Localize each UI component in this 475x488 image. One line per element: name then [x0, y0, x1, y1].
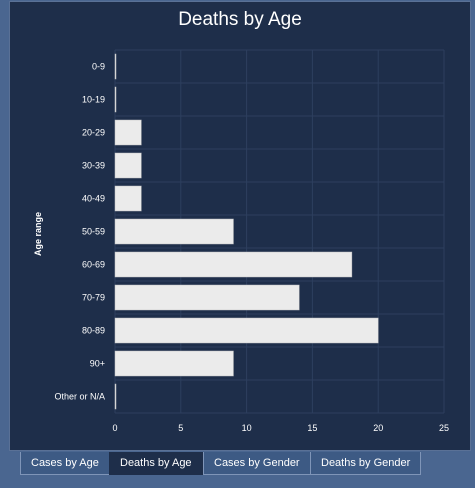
- tab-deaths-by-gender[interactable]: Deaths by Gender: [310, 452, 422, 475]
- bar-60-69: [114, 251, 353, 278]
- y-tick-label: 40-49: [82, 194, 105, 204]
- y-tick-label: 50-59: [82, 227, 105, 237]
- bar-90-: [114, 350, 234, 377]
- x-tick-label: 25: [439, 423, 449, 433]
- y-axis-label: Age range: [33, 212, 43, 256]
- bar-80-89: [114, 317, 379, 344]
- bar-70-79: [114, 284, 300, 311]
- y-tick-label: 0-9: [92, 62, 105, 72]
- bar-40-49: [114, 185, 142, 212]
- bar-50-59: [114, 218, 234, 245]
- y-tick-label: Other or N/A: [54, 392, 105, 402]
- y-tick-label: 90+: [90, 359, 105, 369]
- bar-0-9: [114, 53, 117, 80]
- tab-bar: Cases by Age Deaths by Age Cases by Gend…: [9, 451, 471, 488]
- bar-30-39: [114, 152, 142, 179]
- chart-panel: Deaths by Age 0-9 10-19 20-29 30-39 40-49 50-…: [9, 1, 471, 451]
- tab-deaths-by-age[interactable]: Deaths by Age: [109, 452, 203, 475]
- y-tick-label: 70-79: [82, 293, 105, 303]
- y-tick-label: 30-39: [82, 161, 105, 171]
- y-tick-label: 10-19: [82, 95, 105, 105]
- y-tick-label: 60-69: [82, 260, 105, 270]
- x-tick-label: 15: [307, 423, 317, 433]
- y-tick-label: 20-29: [82, 128, 105, 138]
- bar-10-19: [114, 86, 117, 113]
- x-tick-label: 5: [178, 423, 183, 433]
- x-tick-label: 20: [373, 423, 383, 433]
- tab-cases-by-gender[interactable]: Cases by Gender: [203, 452, 311, 475]
- bar-other-or-n-a: [114, 383, 117, 410]
- y-tick-label: 80-89: [82, 326, 105, 336]
- deaths-by-age-chart: 0-9 10-19 20-29 30-39 40-49 50-59 60-69 70-79 80…: [33, 49, 449, 433]
- x-tick-label: 10: [242, 423, 252, 433]
- chart-title: Deaths by Age: [178, 9, 302, 30]
- tab-cases-by-age[interactable]: Cases by Age: [20, 452, 110, 475]
- x-tick-label: 0: [112, 423, 117, 433]
- bar-20-29: [114, 119, 142, 146]
